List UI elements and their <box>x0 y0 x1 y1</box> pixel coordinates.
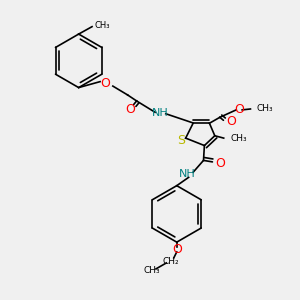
Text: CH₃: CH₃ <box>143 266 160 275</box>
Text: O: O <box>126 103 136 116</box>
Text: S: S <box>177 134 185 147</box>
Text: O: O <box>100 76 110 90</box>
Text: O: O <box>234 103 244 116</box>
Text: O: O <box>172 243 182 256</box>
Text: CH₃: CH₃ <box>256 104 273 113</box>
Text: CH₃: CH₃ <box>230 134 247 142</box>
Text: O: O <box>226 115 236 128</box>
Text: CH₂: CH₂ <box>163 257 179 266</box>
Text: O: O <box>215 157 225 170</box>
Text: NH: NH <box>179 169 196 179</box>
Text: CH₃: CH₃ <box>94 21 110 30</box>
Text: NH: NH <box>152 108 169 118</box>
